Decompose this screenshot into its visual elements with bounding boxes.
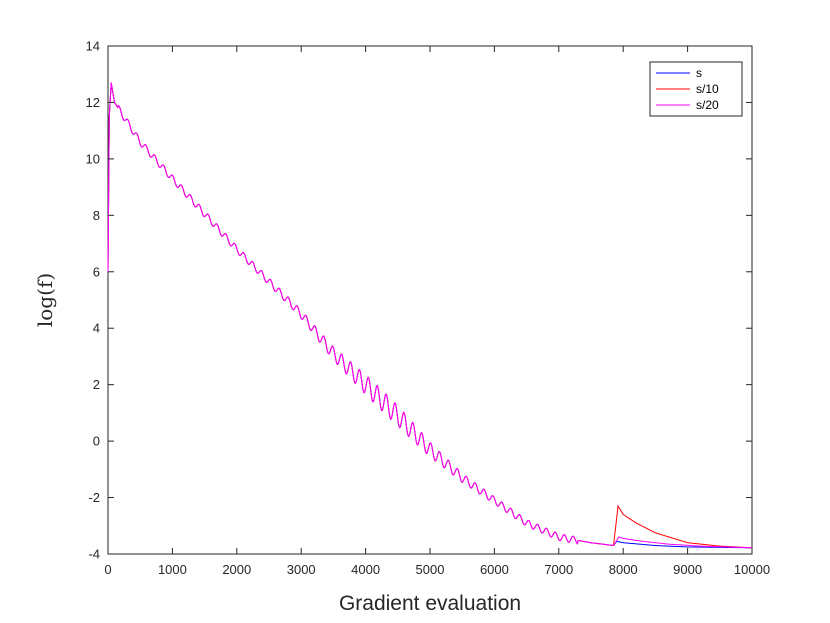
plot-area xyxy=(107,45,753,555)
x-tick-label: 2000 xyxy=(222,562,251,577)
x-tick-label: 3000 xyxy=(287,562,316,577)
x-tick-label: 4000 xyxy=(351,562,380,577)
y-tick-label: 0 xyxy=(93,434,100,449)
ticks-layer: 0 1000 2000 3000 4000 5000 6000 7000 8000 9000 100… xyxy=(86,39,771,578)
y-tick-label: 4 xyxy=(93,321,100,336)
legend: s s/10 s/20 xyxy=(649,61,743,117)
y-tick-label: 8 xyxy=(93,208,100,223)
y-tick-label: 6 xyxy=(93,264,100,279)
legend-label-2: s/10 xyxy=(696,82,719,96)
y-tick-label: -4 xyxy=(88,547,100,562)
y-axis-label: log(f) xyxy=(33,273,57,327)
x-tick-label: 1000 xyxy=(158,562,187,577)
legend-label-1: s xyxy=(696,66,702,80)
x-tick-label: 5000 xyxy=(416,562,445,577)
series-line-3 xyxy=(107,82,753,549)
y-tick-label: 10 xyxy=(86,151,100,166)
x-tick-label: 6000 xyxy=(480,562,509,577)
x-tick-label: 7000 xyxy=(544,562,573,577)
y-tick-label: 2 xyxy=(93,377,100,392)
x-tick-label: 9000 xyxy=(673,562,702,577)
y-tick-label: 12 xyxy=(86,95,100,110)
x-tick-label: 8000 xyxy=(609,562,638,577)
x-axis-label: Gradient evaluation xyxy=(339,592,521,615)
y-tick-label: -2 xyxy=(88,490,100,505)
series-layer xyxy=(107,82,753,549)
legend-label-3: s/20 xyxy=(696,98,719,112)
y-tick-label: 14 xyxy=(86,39,100,54)
x-tick-label: 10000 xyxy=(734,562,770,577)
x-tick-label: 0 xyxy=(104,562,111,577)
